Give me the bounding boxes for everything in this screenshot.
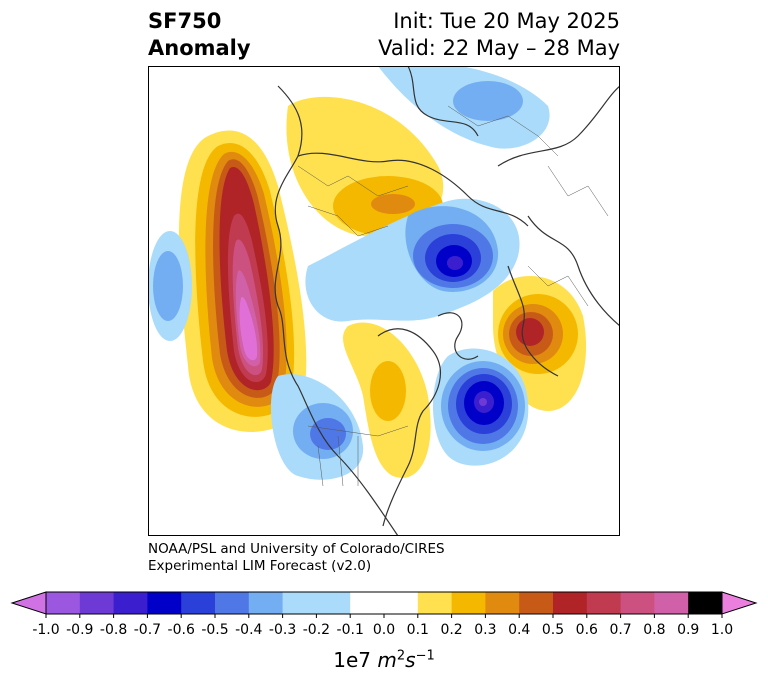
colorbar-cell [248, 592, 284, 614]
colorbar-tick-label: -0.8 [100, 622, 127, 638]
colorbar-cell [316, 592, 351, 614]
colorbar-cell [79, 592, 115, 614]
colorbar-tick-label: -0.3 [269, 622, 296, 638]
colorbar-tick-label: -0.1 [337, 622, 364, 638]
colorbar-cell [620, 592, 655, 614]
colorbar-cell [46, 592, 81, 614]
colorbar-tick-label: -0.2 [303, 622, 330, 638]
colorbar-cell [147, 592, 182, 614]
title-right: Init: Tue 20 May 2025 Valid: 22 May – 28… [378, 8, 620, 62]
political-borders [297, 105, 609, 487]
colorbar-tick-label: 0.6 [576, 622, 598, 638]
colorbar-cell [384, 592, 419, 614]
colorbar-cell [113, 592, 148, 614]
coastlines [274, 66, 620, 536]
colorbar-cell [282, 592, 317, 614]
negative-anomaly-pacific-west [148, 231, 192, 341]
colorbar-over-arrow [721, 591, 758, 615]
colorbar-tick-label: 0.3 [474, 622, 496, 638]
credit-line2: Experimental LIM Forecast (v2.0) [148, 558, 372, 574]
unit-s: s [405, 648, 416, 672]
positive-anomaly-siberia [286, 96, 444, 237]
colorbar-tick-label: 0.8 [643, 622, 665, 638]
colorbar-units: 1e7 m2s−1 [0, 648, 768, 672]
colorbar-cell [215, 592, 250, 614]
anomaly-map [148, 66, 620, 536]
colorbar-tick-label: 0.2 [440, 622, 462, 638]
valid-range: Valid: 22 May – 28 May [378, 36, 620, 60]
colorbar-cell [181, 592, 216, 614]
colorbar-cell [586, 592, 622, 614]
field-name: SF750 [148, 9, 222, 33]
colorbar-cell [485, 592, 520, 614]
negative-anomaly-arctic [305, 198, 520, 322]
colorbar-tick-label: -1.0 [32, 622, 59, 638]
colorbar-cell [417, 592, 453, 614]
unit-base: 1e7 [333, 648, 372, 672]
colorbar-tick-label: 1.0 [711, 622, 733, 638]
map-border [148, 66, 620, 536]
colorbar-cell [451, 592, 486, 614]
credit: NOAA/PSL and University of Colorado/CIRE… [148, 541, 445, 575]
title-left: SF750 Anomaly [148, 8, 251, 62]
negative-anomaly-north-atlantic [433, 348, 529, 466]
colorbar-cell [519, 592, 554, 614]
field-type: Anomaly [148, 36, 251, 60]
colorbar-tick-label: 0.0 [373, 622, 395, 638]
credit-line1: NOAA/PSL and University of Colorado/CIRE… [148, 541, 445, 557]
colorbar-cell [350, 592, 385, 614]
colorbar-tick-label: -0.6 [168, 622, 195, 638]
unit-sup2: −1 [415, 648, 435, 664]
colorbar-cells [10, 591, 758, 615]
negative-anomaly-north [378, 66, 550, 149]
unit-sup1: 2 [396, 648, 406, 664]
colorbar-cell [654, 592, 689, 614]
colorbar-tick-label: -0.5 [201, 622, 228, 638]
colorbar-tick-label: -0.9 [66, 622, 93, 638]
colorbar-cell [688, 592, 723, 614]
colorbar-tick-label: 0.9 [677, 622, 699, 638]
colorbar-under-arrow [10, 591, 47, 615]
colorbar-cell [553, 592, 588, 614]
colorbar-tick-label: -0.7 [134, 622, 161, 638]
unit-m: m [377, 648, 397, 672]
colorbar-tick-label: 0.5 [542, 622, 564, 638]
init-date: Init: Tue 20 May 2025 [393, 9, 620, 33]
colorbar: -1.0 -0.9 -0.8 -0.7 -0.6 -0.5 -0.4 -0.3 -0.2 -0.1… [10, 591, 758, 638]
colorbar-ticks: -1.0 -0.9 -0.8 -0.7 -0.6 -0.5 -0.4 -0.3 -0.2 -0.1… [32, 614, 733, 638]
colorbar-tick-label: -0.4 [235, 622, 262, 638]
positive-anomaly-canada [343, 322, 431, 478]
colorbar-tick-label: 0.4 [508, 622, 530, 638]
colorbar-tick-label: 0.7 [609, 622, 631, 638]
positive-anomaly-pacific [179, 130, 307, 432]
colorbar-tick-label: 0.1 [407, 622, 429, 638]
